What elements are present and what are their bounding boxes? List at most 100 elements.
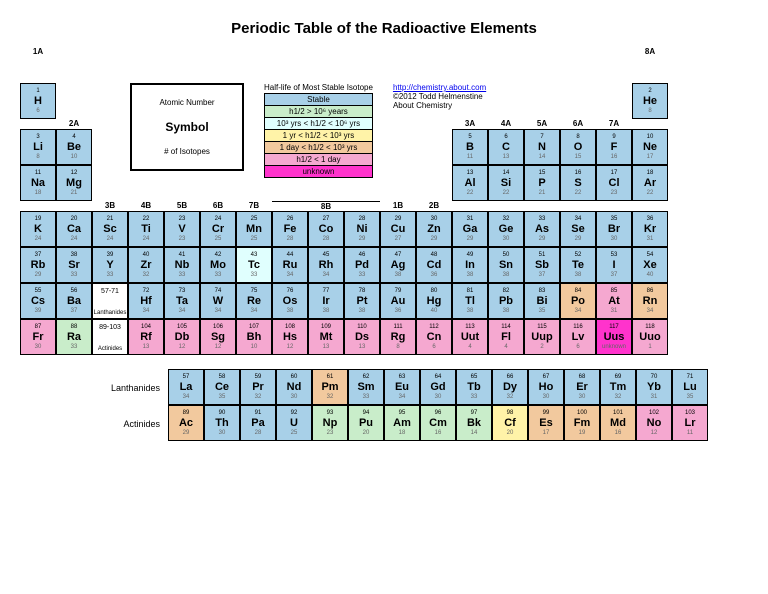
element-Pd: 46Pd33 xyxy=(344,247,380,283)
element-Mg: 12Mg21 xyxy=(56,165,92,201)
element-Ir: 77Ir38 xyxy=(308,283,344,319)
element-Hg: 80Hg40 xyxy=(416,283,452,319)
element-Gd: 64Gd30 xyxy=(420,369,456,405)
element-H: 1H6 xyxy=(20,83,56,119)
element-Tl: 81Tl38 xyxy=(452,283,488,319)
element-Kr: 36Kr31 xyxy=(632,211,668,247)
element-Tc: 43Tc33 xyxy=(236,247,272,283)
element-Eu: 63Eu34 xyxy=(384,369,420,405)
element-K: 19K24 xyxy=(20,211,56,247)
element-O: 8O15 xyxy=(560,129,596,165)
element-Ta: 73Ta34 xyxy=(164,283,200,319)
element-Zr: 40Zr32 xyxy=(128,247,164,283)
element-Tm: 69Tm32 xyxy=(600,369,636,405)
element-Y: 39Y33 xyxy=(92,247,128,283)
element-Rh: 45Rh34 xyxy=(308,247,344,283)
element-Cn: 112Cn6 xyxy=(416,319,452,355)
element-Db: 105Db12 xyxy=(164,319,200,355)
element-Ba: 56Ba37 xyxy=(56,283,92,319)
element-Rg: 111Rg8 xyxy=(380,319,416,355)
element-Te: 52Te38 xyxy=(560,247,596,283)
element-Re: 75Re34 xyxy=(236,283,272,319)
element-Ca: 20Ca24 xyxy=(56,211,92,247)
element-No: 102No12 xyxy=(636,405,672,441)
element-Md: 101Md16 xyxy=(600,405,636,441)
periodic-table: 1A8A1H62He82A3A4A5A6A7A3Li84Be105B116C13… xyxy=(20,47,748,441)
element-Ne: 10Ne17 xyxy=(632,129,668,165)
element-Ho: 67Ho30 xyxy=(528,369,564,405)
key-legend: Atomic NumberSymbol# of Isotopes xyxy=(130,83,244,171)
element-Pt: 78Pt38 xyxy=(344,283,380,319)
element-Ag: 47Ag38 xyxy=(380,247,416,283)
element-Mt: 109Mt13 xyxy=(308,319,344,355)
element-Rb: 37Rb29 xyxy=(20,247,56,283)
element-Fm: 100Fm19 xyxy=(564,405,600,441)
element-Lu: 71Lu35 xyxy=(672,369,708,405)
element-Li: 3Li8 xyxy=(20,129,56,165)
element-He: 2He8 xyxy=(632,83,668,119)
element-Lv: 116Lv6 xyxy=(560,319,596,355)
element-Pr: 59Pr32 xyxy=(240,369,276,405)
element-C: 6C13 xyxy=(488,129,524,165)
element-Zn: 30Zn29 xyxy=(416,211,452,247)
element-Mo: 42Mo33 xyxy=(200,247,236,283)
element-Cm: 96Cm16 xyxy=(420,405,456,441)
element-Ar: 18Ar22 xyxy=(632,165,668,201)
element-Cl: 17Cl23 xyxy=(596,165,632,201)
element-P: 15P21 xyxy=(524,165,560,201)
element-Pb: 82Pb38 xyxy=(488,283,524,319)
element-Pa: 91Pa28 xyxy=(240,405,276,441)
element-Sm: 62Sm33 xyxy=(348,369,384,405)
element-Es: 99Es17 xyxy=(528,405,564,441)
element-Bk: 97Bk14 xyxy=(456,405,492,441)
element-Ce: 58Ce35 xyxy=(204,369,240,405)
element-Ac: 89Ac29 xyxy=(168,405,204,441)
element-Nd: 60Nd30 xyxy=(276,369,312,405)
element-Cu: 29Cu27 xyxy=(380,211,416,247)
element-In: 49In38 xyxy=(452,247,488,283)
source-link[interactable]: http://chemistry.about.com xyxy=(393,83,486,92)
element-Ni: 28Ni29 xyxy=(344,211,380,247)
element-Tb: 65Tb33 xyxy=(456,369,492,405)
element-Uup: 115Uup2 xyxy=(524,319,560,355)
element-Po: 84Po34 xyxy=(560,283,596,319)
element-At: 85At31 xyxy=(596,283,632,319)
element-Ti: 22Ti24 xyxy=(128,211,164,247)
element-V: 23V23 xyxy=(164,211,200,247)
element-Na: 11Na18 xyxy=(20,165,56,201)
credits: http://chemistry.about.com©2012 Todd Hel… xyxy=(393,83,486,110)
element-Sg: 106Sg12 xyxy=(200,319,236,355)
element-Yb: 70Yb31 xyxy=(636,369,672,405)
element-La: 57La34 xyxy=(168,369,204,405)
element-Be: 4Be10 xyxy=(56,129,92,165)
element-Bi: 83Bi35 xyxy=(524,283,560,319)
element-Dy: 66Dy32 xyxy=(492,369,528,405)
element-Fe: 26Fe28 xyxy=(272,211,308,247)
element-Er: 68Er30 xyxy=(564,369,600,405)
element-Fr: 87Fr30 xyxy=(20,319,56,355)
element-Am: 95Am18 xyxy=(384,405,420,441)
element-W: 74W34 xyxy=(200,283,236,319)
element-Lr: 103Lr11 xyxy=(672,405,708,441)
element-Cf: 98Cf20 xyxy=(492,405,528,441)
act-label: Actinides xyxy=(20,419,168,441)
element-Bh: 107Bh10 xyxy=(236,319,272,355)
element-Uus: 117Uusunknown xyxy=(596,319,632,355)
element-Ga: 31Ga29 xyxy=(452,211,488,247)
lanthanide-range: 57-71Lanthanides xyxy=(92,283,128,319)
actinide-range: 89-103Actinides xyxy=(92,319,128,355)
element-Hf: 72Hf34 xyxy=(128,283,164,319)
element-Pu: 94Pu20 xyxy=(348,405,384,441)
element-Uut: 113Uut4 xyxy=(452,319,488,355)
element-Au: 79Au36 xyxy=(380,283,416,319)
element-Hs: 108Hs12 xyxy=(272,319,308,355)
element-Uuo: 118Uuo1 xyxy=(632,319,668,355)
element-Ds: 110Ds13 xyxy=(344,319,380,355)
page-title: Periodic Table of the Radioactive Elemen… xyxy=(20,20,748,37)
element-Rn: 86Rn34 xyxy=(632,283,668,319)
element-Np: 93Np23 xyxy=(312,405,348,441)
element-Os: 76Os38 xyxy=(272,283,308,319)
element-Ru: 44Ru34 xyxy=(272,247,308,283)
element-Rf: 104Rf13 xyxy=(128,319,164,355)
element-I: 53I37 xyxy=(596,247,632,283)
